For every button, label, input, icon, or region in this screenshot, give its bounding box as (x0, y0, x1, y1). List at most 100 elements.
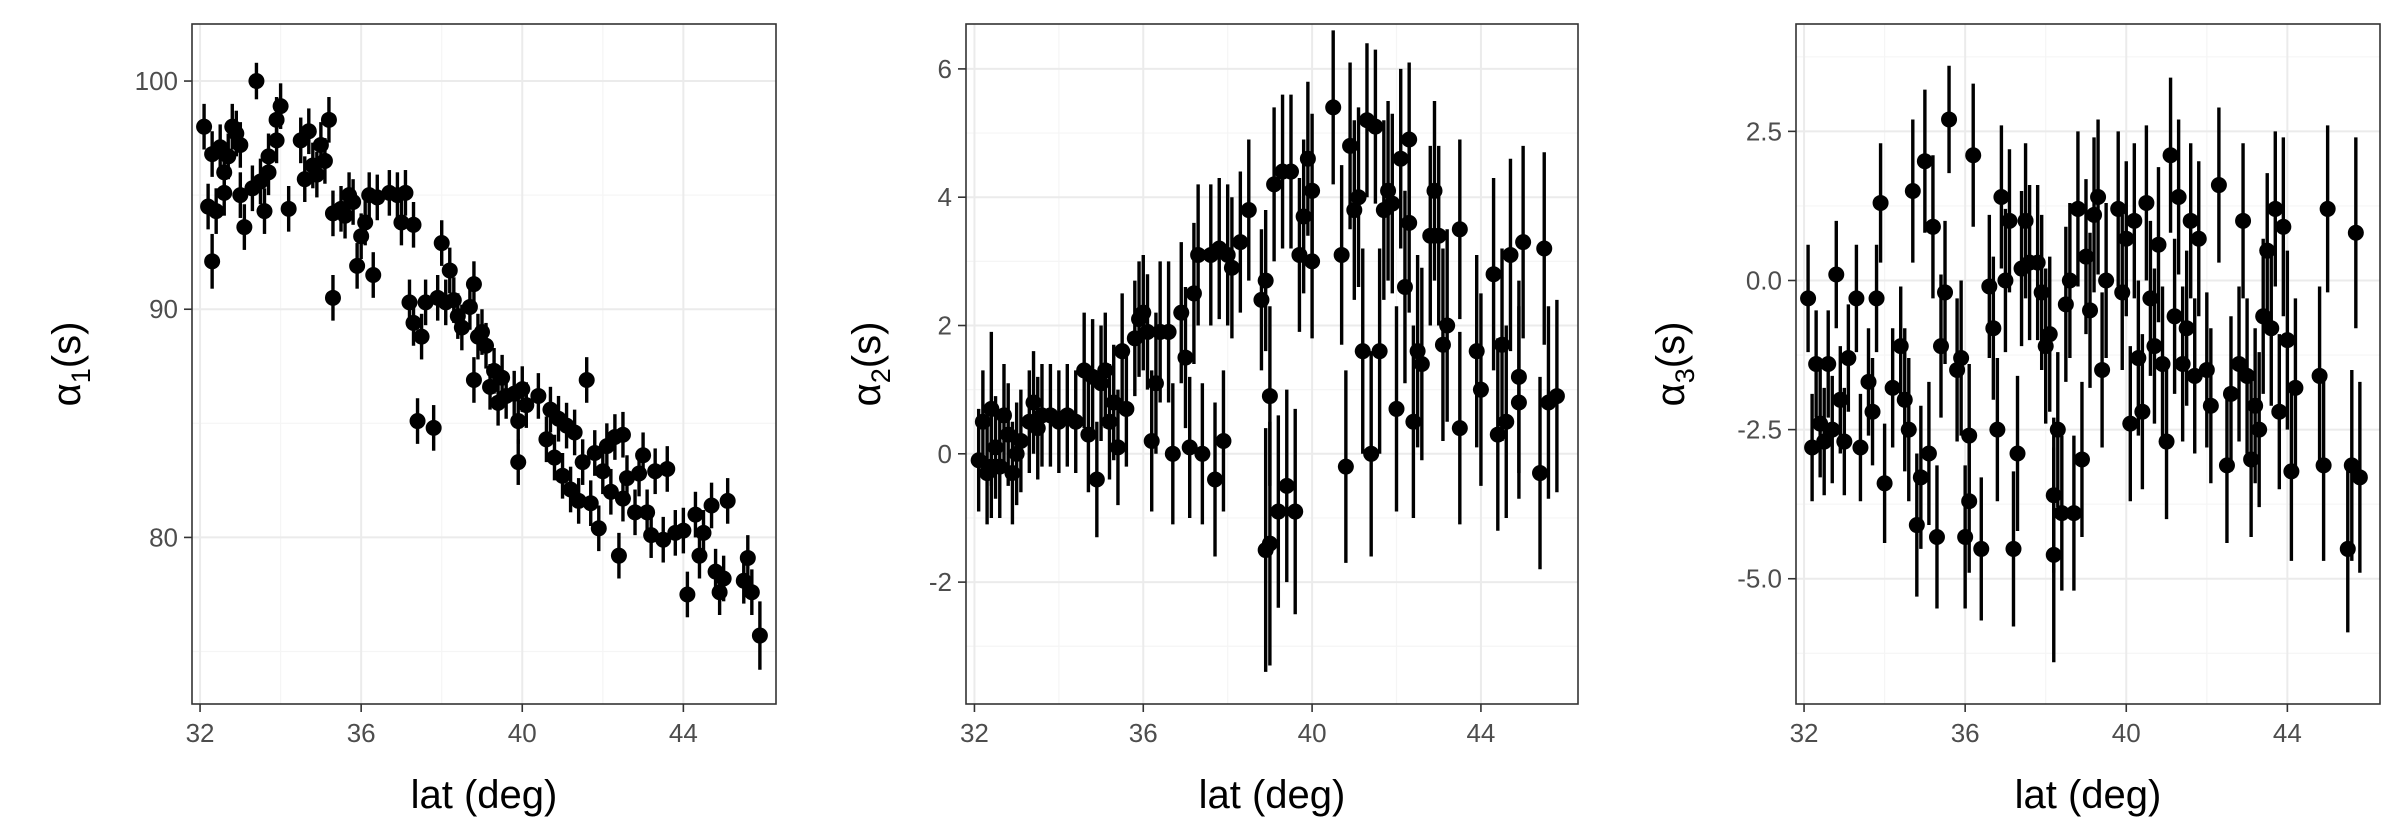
data-point (196, 118, 213, 135)
x-tick-label: 44 (2273, 718, 2302, 748)
data-point (2146, 338, 2163, 355)
data-point (2082, 302, 2099, 319)
data-point (232, 187, 249, 204)
data-point (2126, 212, 2143, 229)
data-point (647, 463, 664, 480)
data-point (308, 166, 325, 183)
data-point (2122, 415, 2139, 432)
data-point (987, 439, 1004, 456)
data-point (260, 148, 277, 165)
data-point (514, 381, 531, 398)
data-point (320, 111, 337, 128)
data-point (554, 467, 571, 484)
data-point (2190, 230, 2207, 247)
data-point (1953, 350, 1970, 367)
data-point (1194, 445, 1211, 462)
data-point (1304, 253, 1321, 270)
data-point (570, 492, 587, 509)
data-point (1515, 234, 1532, 251)
data-point (639, 504, 656, 521)
data-point (204, 253, 221, 270)
data-point (1832, 391, 1849, 408)
data-point (1900, 421, 1917, 438)
data-point (1884, 379, 1901, 396)
data-point (1981, 278, 1998, 295)
data-point (715, 570, 732, 587)
data-point (417, 294, 434, 311)
data-point (1240, 202, 1257, 219)
data-point (1143, 432, 1160, 449)
data-point (2114, 284, 2131, 301)
data-point (1088, 471, 1105, 488)
data-point (1295, 208, 1312, 225)
data-point (631, 465, 648, 482)
y-tick-label: 80 (149, 522, 178, 552)
panel-border (965, 23, 1579, 705)
data-point (2073, 451, 2090, 468)
data-point (1413, 356, 1430, 372)
data-point (2162, 147, 2179, 164)
data-point (345, 193, 362, 210)
x-tick-label: 36 (1951, 718, 1980, 748)
data-point (2118, 230, 2135, 247)
y-tick-label: 2 (938, 311, 952, 341)
data-point (2202, 397, 2219, 414)
axis-ticks: 32 36 40 44 -2 0 2 4 6 (929, 54, 1496, 748)
data-point (703, 497, 720, 514)
data-point (1532, 465, 1549, 482)
data-point (2255, 308, 2272, 325)
data-point (1916, 153, 1933, 170)
data-point (2339, 540, 2356, 557)
data-point (1354, 343, 1371, 360)
panel-background (966, 24, 1578, 704)
data-point (1405, 413, 1422, 430)
data-point (1920, 445, 1937, 462)
data-point (445, 292, 462, 309)
data-point (1828, 266, 1845, 283)
data-point (2069, 200, 2086, 217)
y-axis-title-subscript: 1 (66, 368, 96, 383)
data-point (2347, 224, 2364, 241)
data-point (574, 454, 591, 471)
data-point (208, 203, 225, 220)
data-point (349, 257, 366, 274)
data-point (1937, 284, 1954, 301)
data-point (2267, 200, 2284, 217)
data-point (518, 397, 535, 414)
data-point (365, 267, 382, 284)
data-point (2186, 367, 2203, 384)
y-tick-label: 90 (149, 294, 178, 324)
data-point (2319, 200, 2336, 217)
data-point (397, 184, 414, 201)
data-point (2154, 356, 2171, 372)
data-point (1485, 266, 1502, 283)
data-point (618, 470, 635, 487)
data-point (1371, 343, 1388, 360)
data-point (280, 200, 297, 217)
data-point (2061, 272, 2078, 289)
data-point (610, 547, 627, 564)
data-point (405, 314, 422, 331)
data-point (1872, 194, 1889, 211)
x-tick-label: 44 (1466, 718, 1495, 748)
data-point (405, 216, 422, 233)
data-point (2315, 457, 2332, 474)
data-point (1892, 338, 1909, 355)
data-point (2247, 397, 2264, 414)
data-point (1126, 330, 1143, 347)
data-point (1494, 336, 1511, 353)
data-point (461, 298, 478, 315)
data-point (1261, 388, 1278, 405)
axis-ticks: 32 36 40 44 -5.0 -2.5 0.0 2.5 (1737, 116, 2302, 748)
data-point (1836, 433, 1853, 450)
data-point (441, 262, 458, 279)
data-point (1816, 433, 1833, 450)
data-point (296, 171, 313, 188)
data-point (995, 407, 1012, 424)
data-point (1502, 246, 1519, 263)
data-point (1852, 439, 1869, 456)
data-point (1985, 320, 2002, 337)
data-point (546, 449, 563, 466)
data-point (2049, 421, 2066, 438)
x-axis-title: lat (deg) (1199, 773, 1346, 817)
